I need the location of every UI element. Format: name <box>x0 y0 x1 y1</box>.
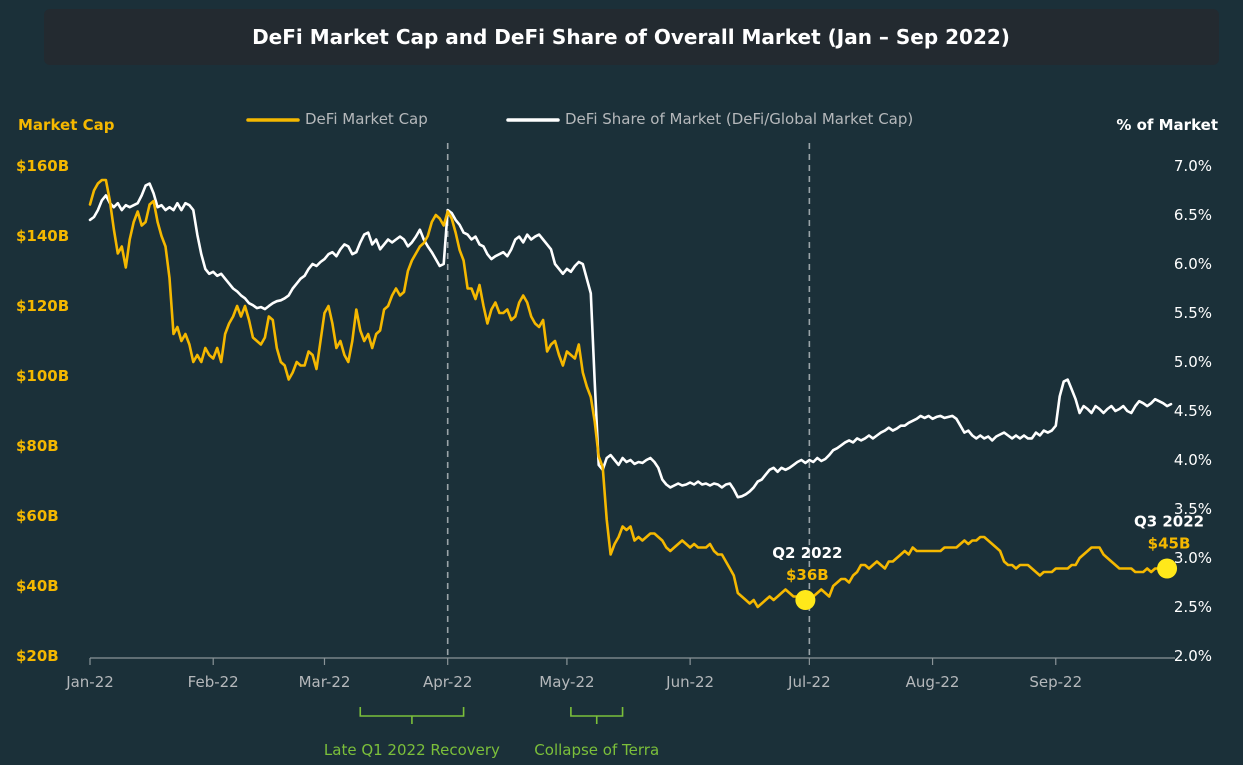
highlight-dot-q2 <box>795 590 816 610</box>
legend-label-defi-share: DeFi Share of Market (DeFi/Global Market… <box>565 110 913 128</box>
annotation-label-collapse-of-terra: Collapse of Terra <box>534 741 659 759</box>
left-tick-label: $60B <box>16 507 59 525</box>
axis-layer: Jan-22 Feb-22 Mar-22 Apr-22 May-22 Jun-22 Jul-… <box>16 157 1212 691</box>
right-tick-label: 2.5% <box>1174 598 1212 616</box>
right-tick-label: 4.0% <box>1174 451 1212 469</box>
x-tick-label: Jun-22 <box>665 673 714 691</box>
highlight-dot-q3 <box>1157 558 1178 579</box>
right-tick-label: 6.5% <box>1174 206 1212 224</box>
right-tick-label: 3.0% <box>1174 549 1212 567</box>
annotation-layer: Late Q1 2022 Recovery Collapse of Terra <box>324 707 659 759</box>
x-tick-label: Apr-22 <box>423 673 473 691</box>
left-axis-title: Market Cap <box>18 116 115 134</box>
right-tick-label: 5.5% <box>1174 304 1212 322</box>
highlight-layer: Q2 2022 $36B Q3 2022 $45B <box>772 513 1204 610</box>
highlight-value-q2: $36B <box>786 566 829 584</box>
highlight-label-q2: Q2 2022 <box>772 544 842 562</box>
x-tick-label: Mar-22 <box>299 673 351 691</box>
left-tick-label: $20B <box>16 647 59 665</box>
legend: DeFi Market Cap DeFi Share of Market (De… <box>246 110 913 128</box>
x-tick-label: Aug-22 <box>906 673 960 691</box>
bracket-late-q1-recovery <box>359 707 465 724</box>
left-tick-label: $80B <box>16 437 59 455</box>
annotation-label-late-q1-recovery: Late Q1 2022 Recovery <box>324 741 500 759</box>
left-tick-label: $100B <box>16 367 69 385</box>
right-axis-title: % of Market <box>1116 116 1218 134</box>
x-tick-label: Sep-22 <box>1029 673 1082 691</box>
right-tick-label: 5.0% <box>1174 353 1212 371</box>
x-tick-label: Jul-22 <box>787 673 831 691</box>
legend-label-defi-cap: DeFi Market Cap <box>305 110 428 128</box>
bracket-collapse-of-terra <box>570 707 624 724</box>
left-tick-label: $40B <box>16 577 59 595</box>
x-tick-label: May-22 <box>539 673 594 691</box>
series-layer <box>88 178 1173 609</box>
left-tick-label: $120B <box>16 297 69 315</box>
defi-market-cap-line <box>88 178 1173 609</box>
x-tick-label: Jan-22 <box>65 673 114 691</box>
right-tick-label: 2.0% <box>1174 647 1212 665</box>
left-tick-label: $140B <box>16 227 69 245</box>
marker-layer <box>446 143 811 656</box>
right-tick-label: 4.5% <box>1174 402 1212 420</box>
highlight-label-q3: Q3 2022 <box>1134 513 1204 531</box>
right-tick-label: 7.0% <box>1174 157 1212 175</box>
right-tick-label: 3.5% <box>1174 500 1212 518</box>
chart-title: DeFi Market Cap and DeFi Share of Overal… <box>252 25 1010 49</box>
highlight-value-q3: $45B <box>1148 535 1191 553</box>
defi-share-line <box>88 182 1173 499</box>
right-tick-label: 6.0% <box>1174 255 1212 273</box>
left-tick-label: $160B <box>16 157 69 175</box>
title-bar <box>44 9 1219 65</box>
x-tick-label: Feb-22 <box>188 673 239 691</box>
